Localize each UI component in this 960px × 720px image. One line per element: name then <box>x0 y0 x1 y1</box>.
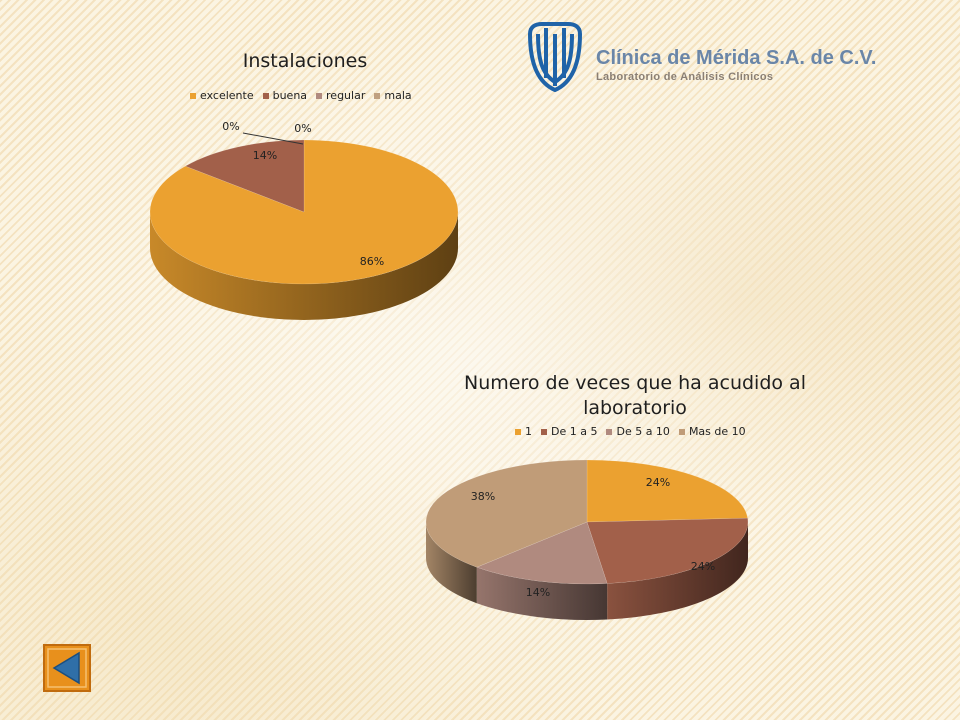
legend-item-1-1: De 1 a 5 <box>541 425 597 438</box>
legend-label: De 5 a 10 <box>616 425 670 438</box>
clinic-subtitle: Laboratorio de Análisis Clínicos <box>596 71 774 83</box>
pie-side-1-2 <box>476 567 608 620</box>
legend-swatch <box>606 428 613 435</box>
data-label-1-2: 14% <box>526 586 550 599</box>
legend-swatch <box>515 428 521 435</box>
chart-legend-instalaciones: excelente buena regular mala <box>190 89 421 102</box>
pie-slice-1-1 <box>586 517 749 584</box>
data-label-0-3: 0% <box>294 122 311 135</box>
legend-swatch <box>541 428 547 435</box>
back-arrow-icon <box>52 651 80 685</box>
clinic-logo-icon <box>527 22 583 92</box>
legend-label: Mas de 10 <box>688 425 746 438</box>
data-label-0-1: 14% <box>253 149 277 162</box>
pie-slice-1-3 <box>425 459 588 568</box>
data-label-1-3: 38% <box>471 490 495 503</box>
legend-swatch <box>316 92 323 99</box>
data-label-0-0: 86% <box>360 255 384 268</box>
pie-slice-0-0 <box>149 139 459 285</box>
legend-label: regular <box>326 89 366 102</box>
chart-title-instalaciones: Instalaciones <box>242 50 368 72</box>
legend-item-0-1: buena <box>262 89 308 102</box>
legend-item-0-2: regular <box>316 89 365 102</box>
pie-slice-1-0 <box>586 459 748 523</box>
legend-label: buena <box>272 89 308 102</box>
pie-side-1-3 <box>426 522 477 604</box>
legend-item-0-3: mala <box>374 89 412 102</box>
clinic-name: Clínica de Mérida S.A. de C.V. <box>596 47 877 69</box>
data-label-0-2: 0% <box>222 120 239 133</box>
legend-label: 1 <box>525 425 532 438</box>
legend-swatch <box>190 92 196 99</box>
legend-swatch <box>374 92 381 99</box>
back-button[interactable] <box>43 644 91 692</box>
chart-title-veces: Numero de veces que ha acudido al labora… <box>464 372 806 419</box>
legend-label: De 1 a 5 <box>551 425 598 438</box>
legend-item-1-0: 1 <box>515 425 532 438</box>
pie-chart-1: 24% 24% 14% 38% <box>425 459 749 620</box>
legend-swatch <box>262 92 269 99</box>
pie-side-0-0 <box>150 212 458 320</box>
legend-item-1-3: Mas de 10 <box>678 425 746 438</box>
chart-legend-veces: 1 De 1 a 5 De 5 a 10 Mas de 10 <box>515 425 755 438</box>
pie-side-1-1 <box>607 522 748 620</box>
pie-slice-1-2 <box>476 521 608 585</box>
legend-item-0-0: excelente <box>190 89 254 102</box>
pie-chart-0: 86% 14% 0% 0% <box>149 120 459 320</box>
legend-swatch <box>678 428 685 435</box>
legend-label: excelente <box>200 89 254 102</box>
data-label-1-0: 24% <box>646 476 670 489</box>
data-label-1-1: 24% <box>691 560 715 573</box>
legend-item-1-2: De 5 a 10 <box>606 425 670 438</box>
legend-label: mala <box>384 89 412 102</box>
pie-slice-0-1 <box>184 139 305 213</box>
leader-line <box>242 132 304 145</box>
